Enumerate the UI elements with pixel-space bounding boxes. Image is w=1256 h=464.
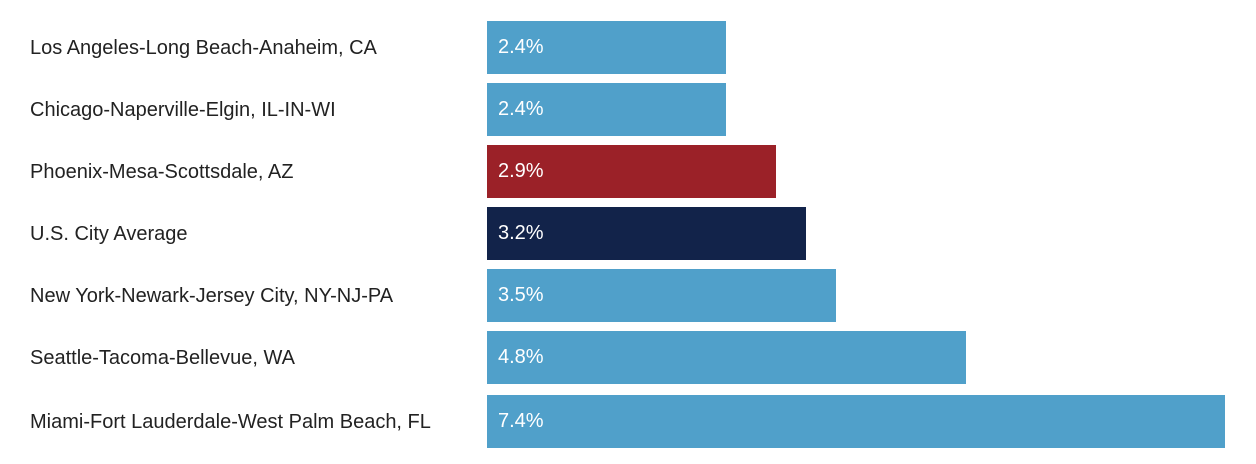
category-label: Los Angeles-Long Beach-Anaheim, CA: [30, 36, 377, 59]
data-label: 2.9%: [498, 160, 544, 182]
data-label: 4.8%: [498, 346, 544, 368]
bar: [487, 83, 727, 136]
category-label: Phoenix-Mesa-Scottsdale, AZ: [30, 160, 294, 183]
bar: [487, 207, 807, 260]
data-label: 2.4%: [498, 36, 544, 58]
data-label: 3.2%: [498, 222, 544, 244]
category-label: New York-Newark-Jersey City, NY-NJ-PA: [30, 284, 394, 307]
bar: [487, 21, 727, 74]
category-label: Chicago-Naperville-Elgin, IL-IN-WI: [30, 98, 336, 121]
category-label: U.S. City Average: [30, 222, 188, 245]
bar: [487, 145, 777, 198]
category-label: Miami-Fort Lauderdale-West Palm Beach, F…: [30, 410, 431, 433]
data-label: 7.4%: [498, 410, 544, 432]
bar: [487, 395, 1225, 448]
bar: [487, 331, 966, 384]
data-label: 3.5%: [498, 284, 544, 306]
bar: [487, 269, 837, 322]
category-label: Seattle-Tacoma-Bellevue, WA: [30, 346, 295, 369]
data-label: 2.4%: [498, 98, 544, 120]
